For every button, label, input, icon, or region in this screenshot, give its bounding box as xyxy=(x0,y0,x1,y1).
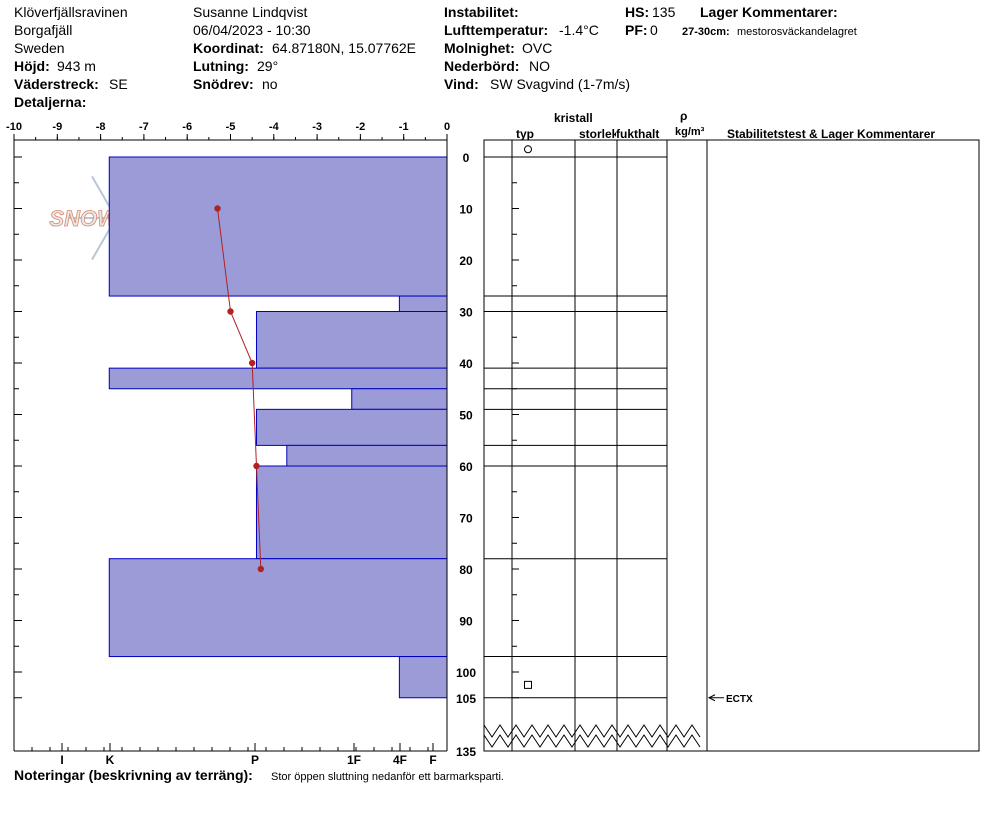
elevation-value: 943 m xyxy=(57,58,96,74)
temperature-point xyxy=(248,359,256,367)
hardness-layer xyxy=(108,367,448,390)
hardness-layers xyxy=(108,156,448,699)
hardness-layer xyxy=(255,465,448,560)
temperature-point xyxy=(227,308,234,315)
depth-tick-label: 0 xyxy=(463,151,470,165)
layer-comment-text: mestorosväckandelagret xyxy=(737,26,857,38)
drift-value: no xyxy=(262,76,278,92)
depth-tick-label: 20 xyxy=(459,254,473,268)
depth-tick-label: 105 xyxy=(456,692,476,706)
slope-value: 29° xyxy=(257,58,279,74)
precip-label: Nederbörd: xyxy=(444,58,520,74)
observer: Susanne Lindqvist xyxy=(193,4,308,20)
layer-comment-depth: 27-30cm: xyxy=(682,26,730,38)
moisture-header: fukthalt xyxy=(616,127,660,141)
notes-text: Stor öppen sluttning nedanför ett barmar… xyxy=(271,771,504,783)
crystal-header: kristall xyxy=(554,111,593,125)
temp-tick-label: -4 xyxy=(269,121,280,133)
coord-value: 64.87180N, 15.07762E xyxy=(272,40,417,56)
details-label: Detaljerna: xyxy=(14,94,87,110)
stability-result: ECTX xyxy=(726,694,753,705)
temperature-profile xyxy=(214,205,265,573)
temp-tick-label: -6 xyxy=(182,121,192,133)
precip-value: NO xyxy=(529,58,550,74)
hardness-layer xyxy=(351,388,448,410)
hardness-layer xyxy=(398,295,448,312)
hardness-tick-label: K xyxy=(106,753,115,767)
aspect-label: Väderstreck: xyxy=(14,76,99,92)
pf-label: PF: xyxy=(625,22,648,38)
wind-value: SW Svagvind (1-7m/s) xyxy=(490,76,631,92)
instability-label: Instabilitet: xyxy=(444,4,519,20)
airtemp-value: -1.4°C xyxy=(559,22,599,38)
coord-label: Koordinat: xyxy=(193,40,264,56)
temp-tick-label: -8 xyxy=(96,121,106,133)
size-header: storlek xyxy=(579,127,616,141)
hardness-layer xyxy=(286,444,448,467)
type-header: typ xyxy=(516,127,534,141)
temperature-point xyxy=(257,565,265,573)
country: Sweden xyxy=(14,40,65,56)
location: Klöverfjällsravinen xyxy=(14,4,128,20)
depth-tick-label: 80 xyxy=(459,563,473,577)
grain-rounded-icon xyxy=(524,145,532,154)
pf-value: 0 xyxy=(650,22,658,38)
stability-header: Stabilitetstest & Lager Kommentarer xyxy=(727,127,936,141)
temp-tick-label: -7 xyxy=(139,121,149,133)
hardness-tick-label: 4F xyxy=(393,753,407,767)
stability-arrow-head xyxy=(707,694,716,702)
density-unit-header: kg/m³ xyxy=(675,126,705,138)
break-line xyxy=(483,734,701,748)
sky-label: Molnighet: xyxy=(444,40,515,56)
break-line xyxy=(483,724,701,738)
temp-tick-label: -2 xyxy=(356,121,366,133)
datetime: 06/04/2023 - 10:30 xyxy=(193,22,311,38)
depth-tick-label: 100 xyxy=(456,666,476,680)
layer-comments-label: Lager Kommentarer: xyxy=(700,4,838,20)
depth-tick-label: 30 xyxy=(459,306,473,320)
hardness-tick-label: P xyxy=(251,753,259,767)
wind-label: Vind: xyxy=(444,76,479,92)
slope-label: Lutning: xyxy=(193,58,249,74)
rho-header: ρ xyxy=(680,109,688,123)
sky-value: OVC xyxy=(522,40,553,56)
region: Borgafjäll xyxy=(14,22,73,38)
hs-value: 135 xyxy=(652,4,676,20)
layer-table: ECTX xyxy=(483,139,980,752)
temperature-point xyxy=(253,462,260,470)
hardness-tick-label: I xyxy=(60,753,63,767)
hardness-layer xyxy=(108,558,448,658)
depth-tick-label: 135 xyxy=(456,745,476,759)
depth-tick-label: 40 xyxy=(459,357,473,371)
chart-frame: -10 -9 -8 -7 -6 -5 -4 -3 -2 -1 0I K P 1F 4F F0102030405… xyxy=(6,121,476,767)
elevation-label: Höjd: xyxy=(14,58,50,74)
hardness-layer xyxy=(255,408,448,446)
hardness-tick-label: 1F xyxy=(347,753,361,767)
temp-tick-label: -3 xyxy=(312,121,322,133)
drift-label: Snödrev: xyxy=(193,76,254,92)
hardness-layer xyxy=(398,656,448,699)
temp-tick-label: -10 xyxy=(6,121,22,133)
hardness-layer xyxy=(255,311,448,369)
temp-tick-label: -1 xyxy=(399,121,409,133)
airtemp-label: Lufttemperatur: xyxy=(444,22,549,38)
depth-tick-label: 70 xyxy=(459,512,473,526)
grain-faceted-icon xyxy=(524,680,532,689)
temp-tick-label: -9 xyxy=(52,121,62,133)
aspect-value: SE xyxy=(109,76,128,92)
temperature-point xyxy=(214,205,221,212)
depth-tick-label: 10 xyxy=(459,203,473,217)
temp-tick-label: 0 xyxy=(444,121,450,133)
depth-tick-label: 50 xyxy=(459,409,473,423)
notes-label: Noteringar (beskrivning av terräng): xyxy=(14,767,253,783)
depth-tick-label: 90 xyxy=(459,615,473,629)
depth-tick-label: 60 xyxy=(459,460,473,474)
hs-label: HS: xyxy=(625,4,650,20)
hardness-layer xyxy=(108,156,448,297)
hardness-tick-label: F xyxy=(429,753,436,767)
temp-tick-label: -5 xyxy=(226,121,236,133)
